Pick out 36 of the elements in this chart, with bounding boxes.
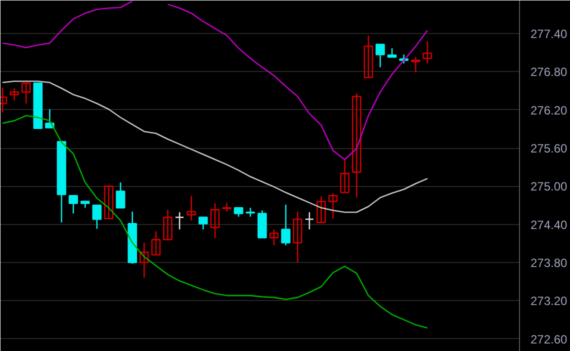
candlestick	[328, 192, 338, 220]
candlestick	[364, 34, 374, 78]
y-tick-label: 275.00	[530, 180, 568, 194]
candlestick	[163, 209, 172, 240]
candlestick	[151, 230, 161, 256]
candlestick	[376, 44, 385, 68]
y-tick-label: 275.60	[530, 142, 568, 156]
y-tick-label: 276.20	[530, 103, 568, 118]
candlestick	[174, 212, 184, 230]
candlestick	[186, 195, 196, 222]
candlestick	[21, 82, 31, 104]
line-series	[2, 114, 428, 329]
y-tick-label: 274.40	[530, 218, 568, 232]
candlestick	[269, 228, 279, 246]
candlestick	[92, 204, 102, 230]
candlestick	[292, 210, 302, 264]
candlestick	[340, 158, 350, 194]
candlestick	[316, 196, 326, 224]
y-tick-label: 273.80	[530, 256, 568, 270]
candlestick	[304, 212, 314, 230]
candlestick	[198, 216, 208, 230]
y-tick-label: 277.40	[530, 27, 568, 42]
candlestick	[281, 204, 290, 246]
candlestick	[10, 88, 19, 101]
candlestick	[116, 182, 126, 210]
y-tick-label: 273.20	[530, 294, 568, 308]
candlestick	[422, 40, 432, 64]
candlestick	[210, 202, 220, 239]
candlestick	[139, 242, 149, 278]
y-tick-label: 276.80	[530, 65, 568, 80]
candlestick	[104, 186, 114, 220]
candlestick	[68, 195, 78, 214]
candlestick	[352, 92, 362, 198]
candlestick	[410, 56, 420, 74]
y-tick-label: 272.60	[530, 332, 568, 346]
candlestick	[222, 202, 232, 212]
